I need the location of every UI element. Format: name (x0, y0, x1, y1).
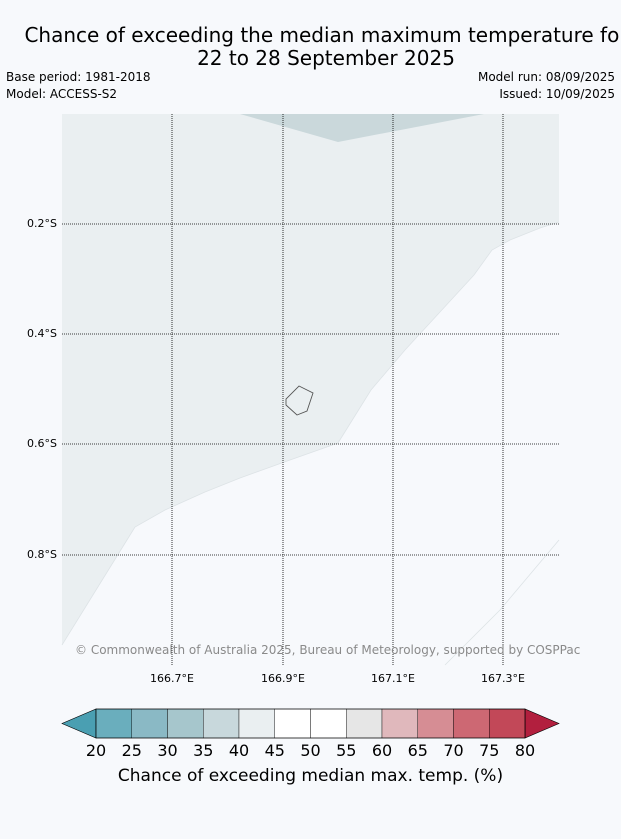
model-name: Model: ACCESS-S2 (6, 87, 118, 101)
colorbar-tick-label: 30 (157, 741, 178, 760)
colorbar-bin (489, 708, 526, 739)
issued-date: Issued: 10/09/2025 (499, 87, 615, 101)
colorbar-tick-label: 20 (85, 741, 107, 760)
colorbar-frame (95, 708, 526, 739)
lat-label-0.6S: 0.6°S (27, 437, 57, 450)
probability-region-35-40 (240, 114, 484, 142)
lon-label-167.3E: 167.3°E (481, 672, 525, 685)
meta-right: Model run: 08/09/2025 Issued: 10/09/2025 (478, 69, 615, 103)
model-run: Model run: 08/09/2025 (477, 70, 615, 84)
colorbar-bin (381, 708, 418, 739)
lon-label-166.7E: 166.7°E (150, 672, 194, 685)
colorbar-tick-label: 25 (121, 741, 142, 760)
colorbar-bin (274, 708, 311, 739)
island-outline (285, 385, 314, 416)
colorbar-title: Chance of exceeding median max. temp. (%… (117, 766, 504, 786)
colorbar-bin (131, 708, 168, 739)
colorbar-tick-label: 55 (336, 741, 357, 760)
colorbar-bin (310, 708, 347, 739)
colorbar-bin (453, 708, 490, 739)
colorbar-tick-label: 45 (264, 741, 285, 760)
colorbar-low-extend (61, 708, 97, 739)
colorbar (61, 708, 560, 739)
contour-edge-lower (444, 539, 560, 666)
copyright-notice: © Commonwealth of Australia 2025, Bureau… (75, 643, 581, 657)
colorbar-bin (95, 708, 132, 739)
chart-title: Chance of exceeding the median maximum t… (0, 24, 621, 70)
colorbar-tick-label: 75 (479, 741, 500, 760)
lat-label-0.2S: 0.2°S (27, 217, 57, 230)
colorbar-bin (346, 708, 383, 739)
colorbar-bin (203, 708, 240, 739)
colorbar-bin (417, 708, 454, 739)
lat-label-0.8S: 0.8°S (27, 548, 57, 561)
contour-edge (61, 221, 560, 646)
base-period: Base period: 1981-2018 (6, 70, 151, 84)
title-line-1: Chance of exceeding the median maximum t… (24, 23, 621, 47)
lat-label-0.4S: 0.4°S (27, 327, 57, 340)
colorbar-tick-label: 60 (371, 741, 393, 760)
colorbar-bin (167, 708, 204, 739)
colorbar-tick-label: 80 (514, 741, 536, 760)
colorbar-tick-label: 40 (228, 741, 250, 760)
colorbar-tick-label: 50 (300, 741, 321, 760)
lon-label-166.9E: 166.9°E (261, 672, 305, 685)
colorbar-tick-label: 35 (193, 741, 214, 760)
title-line-2: 22 to 28 September 2025 (197, 46, 455, 70)
colorbar-tick-label: 70 (443, 741, 464, 760)
meta-left: Base period: 1981-2018 Model: ACCESS-S2 (6, 69, 151, 103)
colorbar-high-extend (524, 708, 560, 739)
lon-label-167.1E: 167.1°E (371, 672, 415, 685)
colorbar-tick-label: 65 (407, 741, 428, 760)
graticule (62, 114, 559, 665)
colorbar-bin (238, 708, 275, 739)
probability-region-40-45 (62, 114, 559, 645)
